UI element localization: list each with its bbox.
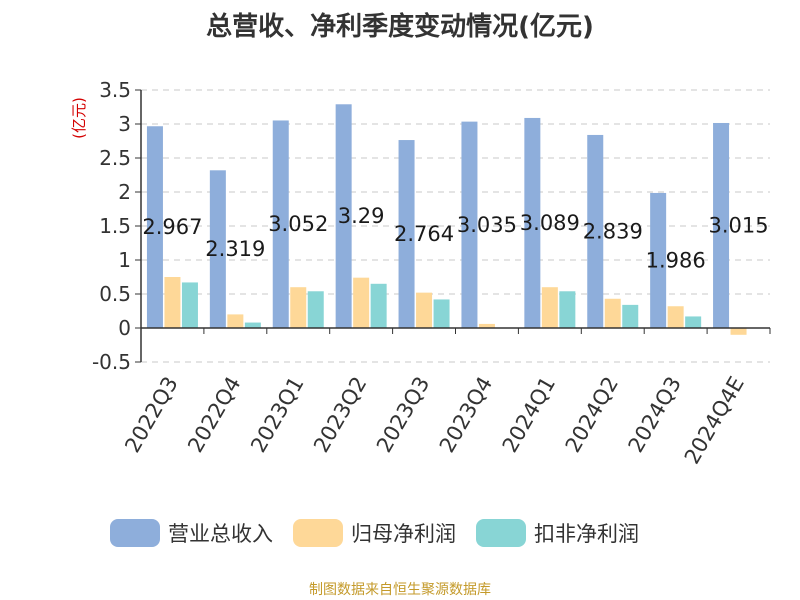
bar-2023Q4-s1 bbox=[478, 323, 495, 328]
bar-2024Q2-s1 bbox=[604, 298, 621, 328]
legend-swatch-revenue bbox=[110, 519, 160, 547]
bars bbox=[146, 104, 747, 335]
data-label: 3.035 bbox=[457, 213, 517, 237]
bar-2024Q3-s2 bbox=[685, 316, 702, 328]
source-note: 制图数据来自恒生聚源数据库 bbox=[309, 582, 491, 598]
y-tick-label: 3 bbox=[118, 112, 131, 136]
data-label: 3.052 bbox=[268, 212, 328, 236]
y-tick-label: 2.5 bbox=[99, 146, 131, 170]
legend: 营业总收入 归母净利润 扣非净利润 bbox=[110, 518, 639, 548]
data-label: 1.986 bbox=[646, 248, 706, 272]
bar-2024Q1-s0 bbox=[524, 117, 541, 328]
y-axis-unit-label: (亿元) bbox=[70, 97, 88, 139]
data-label: 3.29 bbox=[338, 204, 385, 228]
bar-2023Q3-s0 bbox=[398, 140, 415, 328]
bar-2023Q1-s2 bbox=[307, 291, 324, 328]
y-tick-label: 0.5 bbox=[99, 282, 131, 306]
x-tick-label: 2023Q3 bbox=[372, 373, 434, 457]
bar-2022Q3-s2 bbox=[181, 282, 198, 328]
data-label: 2.967 bbox=[142, 215, 202, 239]
bar-2022Q4-s0 bbox=[209, 170, 226, 328]
bar-2024Q4E-s0 bbox=[713, 122, 730, 328]
bar-2022Q3-s0 bbox=[146, 126, 163, 328]
bar-2022Q4-s2 bbox=[244, 322, 261, 328]
y-tick-label: 2 bbox=[118, 180, 131, 204]
y-tick-label: 1.5 bbox=[99, 214, 131, 238]
x-tick-label: 2023Q1 bbox=[246, 373, 308, 457]
bar-2023Q3-s1 bbox=[416, 292, 433, 328]
x-tick-label: 2024Q1 bbox=[498, 373, 560, 457]
bar-2023Q2-s2 bbox=[370, 283, 387, 328]
x-tick-label: 2022Q3 bbox=[120, 373, 182, 457]
bar-2024Q3-s1 bbox=[667, 306, 684, 328]
bar-2024Q4E-s1 bbox=[730, 328, 747, 335]
data-label: 3.089 bbox=[520, 211, 580, 235]
legend-label-net-profit: 归母净利润 bbox=[351, 522, 456, 546]
y-tick-label: -0.5 bbox=[92, 350, 131, 374]
x-tick-label: 2023Q4 bbox=[435, 373, 497, 457]
legend-item-revenue[interactable]: 营业总收入 bbox=[110, 518, 273, 548]
y-tick-label: 1 bbox=[118, 248, 131, 272]
bar-2022Q4-s1 bbox=[227, 314, 244, 328]
bar-2023Q1-s1 bbox=[290, 287, 307, 328]
y-tick-label: 3.5 bbox=[99, 78, 131, 102]
data-label: 3.015 bbox=[708, 213, 768, 237]
x-tick-label: 2023Q2 bbox=[309, 373, 371, 457]
bar-2023Q2-s0 bbox=[335, 104, 352, 328]
y-tick-label: 0 bbox=[118, 316, 131, 340]
data-label: 2.764 bbox=[394, 222, 454, 246]
bar-2023Q3-s2 bbox=[433, 299, 450, 328]
legend-label-revenue: 营业总收入 bbox=[168, 522, 273, 546]
x-tick-label: 2022Q4 bbox=[183, 373, 245, 457]
x-tick-label: 2024Q2 bbox=[561, 373, 623, 457]
bar-2023Q1-s0 bbox=[272, 120, 289, 329]
chart-title: 总营收、净利季度变动情况(亿元) bbox=[206, 12, 594, 42]
bar-2024Q1-s2 bbox=[559, 291, 576, 328]
x-tick-label: 2024Q4E bbox=[680, 373, 749, 469]
bar-2024Q3-s0 bbox=[650, 192, 667, 328]
legend-item-deducted-profit[interactable]: 扣非净利润 bbox=[476, 518, 639, 548]
bar-2024Q2-s2 bbox=[622, 304, 639, 328]
legend-label-deducted-profit: 扣非净利润 bbox=[534, 522, 639, 546]
legend-item-net-profit[interactable]: 归母净利润 bbox=[293, 518, 456, 548]
legend-swatch-net-profit bbox=[293, 519, 343, 547]
bar-2023Q2-s1 bbox=[353, 277, 370, 328]
bar-2024Q1-s1 bbox=[541, 287, 558, 328]
data-label: 2.319 bbox=[205, 237, 265, 261]
legend-swatch-deducted-profit bbox=[476, 519, 526, 547]
data-label: 2.839 bbox=[583, 219, 643, 243]
bar-2024Q2-s0 bbox=[587, 134, 604, 328]
bar-2023Q4-s0 bbox=[461, 121, 478, 329]
x-tick-label: 2024Q3 bbox=[624, 373, 686, 457]
bar-2022Q3-s1 bbox=[164, 277, 181, 328]
